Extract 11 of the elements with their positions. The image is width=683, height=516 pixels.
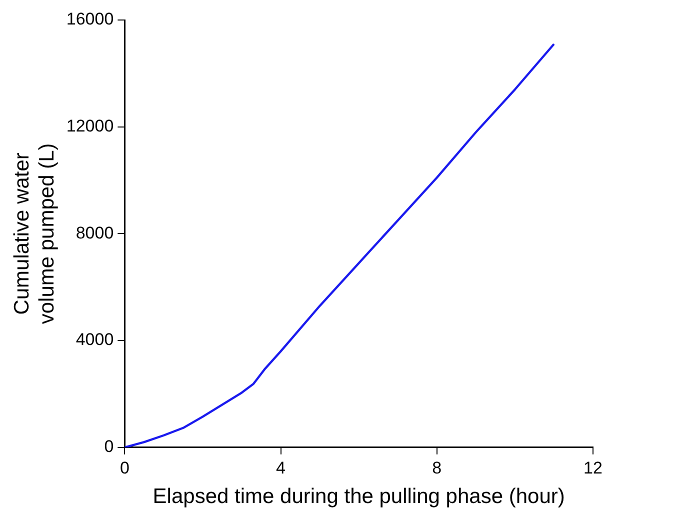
x-tick-label: 0 <box>120 458 130 478</box>
y-tick-label: 16000 <box>66 10 114 29</box>
y-tick-label: 4000 <box>76 330 114 350</box>
y-tick-label: 12000 <box>66 116 114 136</box>
y-tick-label: 0 <box>104 437 114 456</box>
y-axis-title: Cumulative water volume pumped (L) <box>10 143 59 324</box>
x-tick-label: 8 <box>432 458 442 478</box>
x-axis-title: Elapsed time during the pulling phase (hour) <box>152 485 565 508</box>
y-tick-label: 8000 <box>76 223 114 242</box>
x-tick-label: 4 <box>276 458 286 478</box>
x-tick-label: 12 <box>584 458 602 478</box>
